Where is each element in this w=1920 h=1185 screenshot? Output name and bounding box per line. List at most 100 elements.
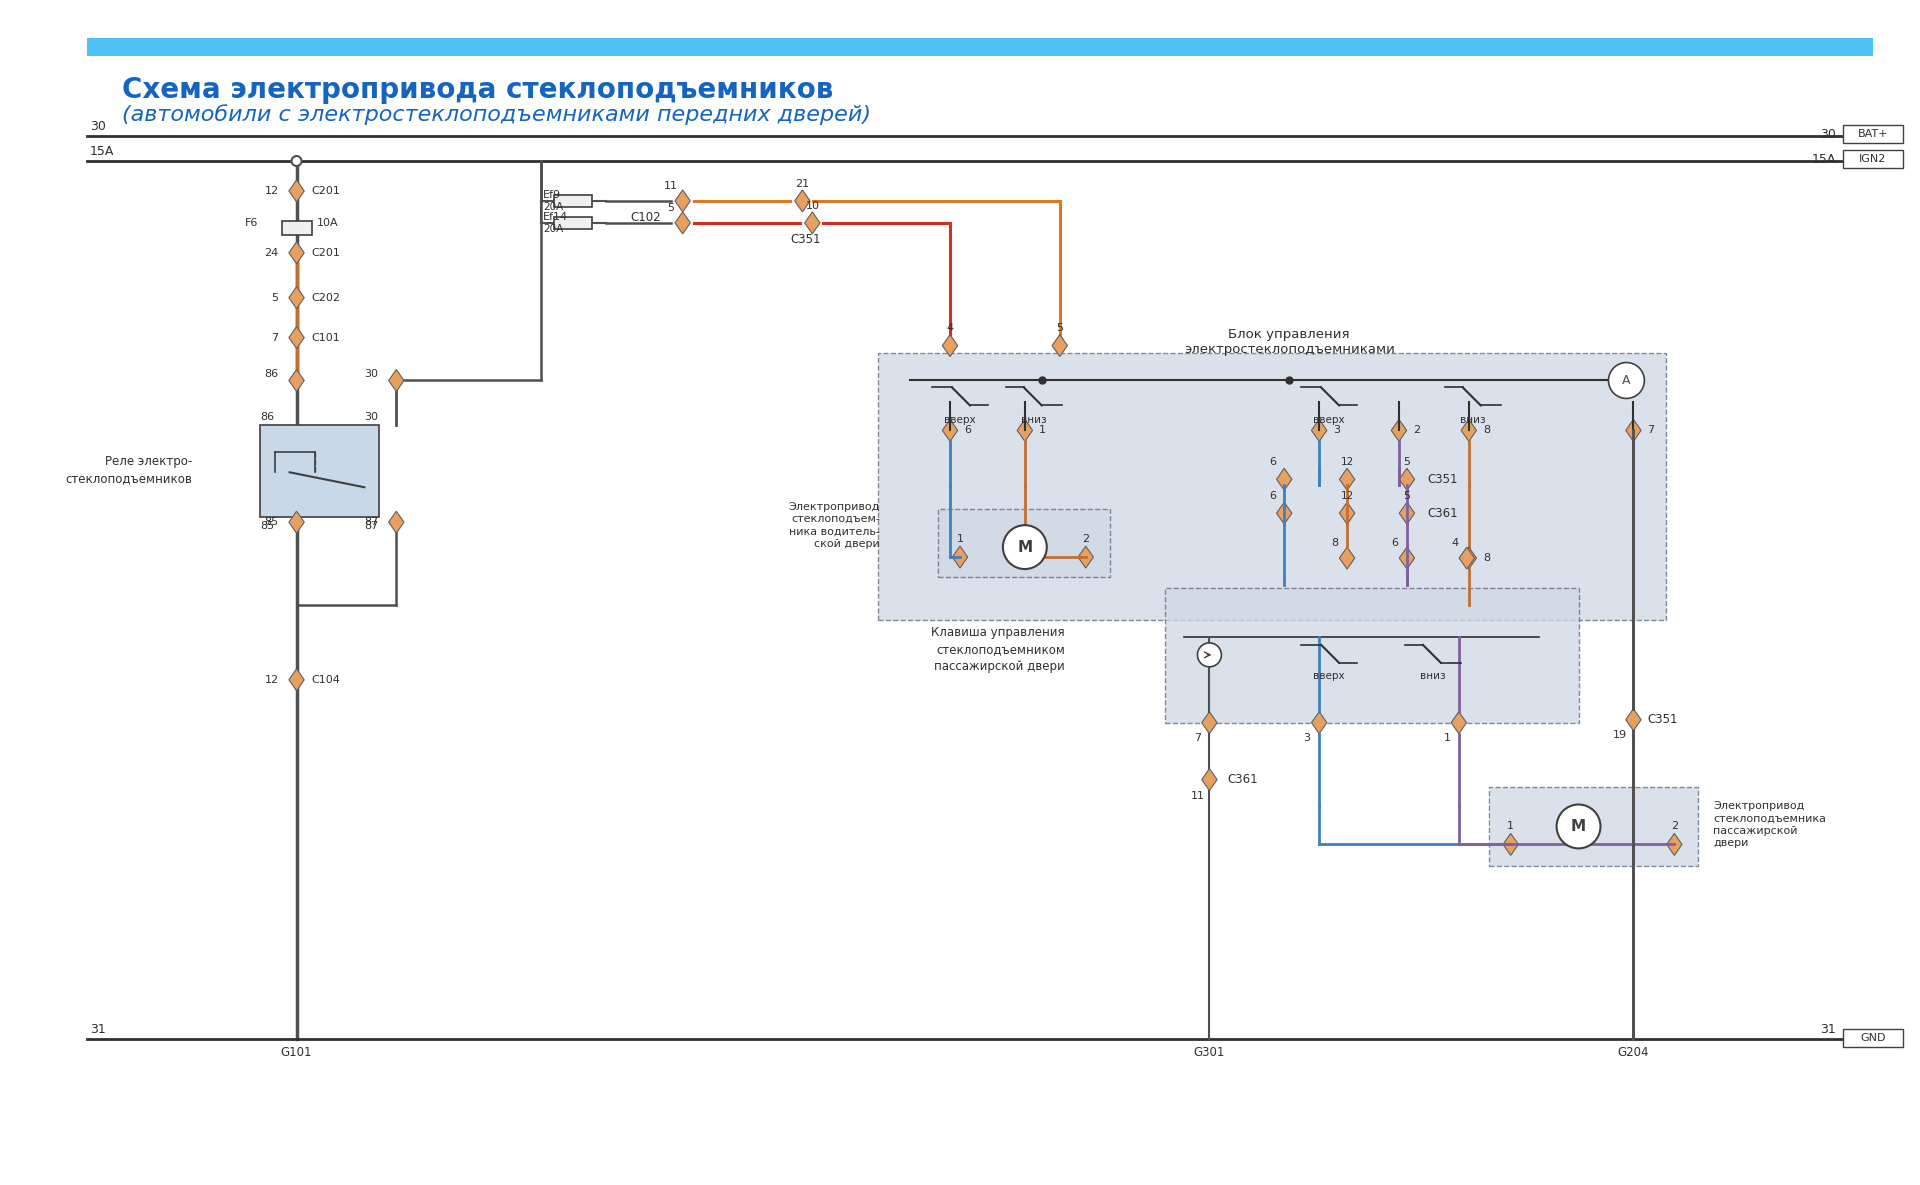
Text: 5: 5 [666,203,674,213]
Text: 6: 6 [964,425,972,435]
Polygon shape [1311,712,1327,734]
Text: 1: 1 [956,534,964,544]
Text: 31: 31 [90,1023,106,1036]
Polygon shape [288,287,303,308]
Text: C361: C361 [1427,507,1457,520]
Polygon shape [943,334,958,357]
Polygon shape [388,370,403,391]
Polygon shape [1018,419,1033,441]
Polygon shape [1626,709,1642,731]
Text: 15A: 15A [90,145,115,158]
Text: 5: 5 [1404,492,1411,501]
Text: 6: 6 [1269,492,1275,501]
Text: 7: 7 [271,333,278,342]
Polygon shape [1340,468,1356,491]
Polygon shape [1392,419,1407,441]
Text: 5: 5 [1056,322,1064,333]
Text: 15A: 15A [1812,153,1836,166]
Text: 86: 86 [261,412,275,422]
Text: 7: 7 [1194,732,1202,743]
Text: 30: 30 [365,412,378,422]
Text: Блок управления: Блок управления [1229,327,1350,340]
Text: 4: 4 [947,322,954,333]
Text: 12: 12 [265,186,278,196]
Polygon shape [288,242,303,264]
FancyBboxPatch shape [555,217,591,229]
Polygon shape [1202,712,1217,734]
Polygon shape [1202,769,1217,790]
Circle shape [1557,805,1601,848]
Polygon shape [1626,419,1642,441]
Text: 12: 12 [1340,457,1354,467]
Text: вниз: вниз [1021,416,1046,425]
Text: Схема электропривода стеклоподъемников: Схема электропривода стеклоподъемников [123,76,833,104]
FancyBboxPatch shape [555,196,591,207]
Text: 20A: 20A [543,201,563,212]
Text: G204: G204 [1619,1046,1649,1059]
Polygon shape [943,419,958,441]
Text: 7: 7 [1647,425,1655,435]
Text: C351: C351 [791,232,822,245]
Polygon shape [388,511,403,533]
Text: 12: 12 [265,674,278,685]
Text: 1: 1 [1039,425,1046,435]
Text: C351: C351 [1647,713,1678,726]
FancyBboxPatch shape [86,38,1872,56]
Polygon shape [288,180,303,201]
Text: G101: G101 [280,1046,313,1059]
Polygon shape [1400,502,1415,524]
Text: 31: 31 [1820,1023,1836,1036]
Polygon shape [1311,419,1327,441]
Text: C351: C351 [1427,473,1457,486]
Text: Электропривод
стеклоподъем-
ника водитель-
ской двери: Электропривод стеклоподъем- ника водител… [789,501,879,549]
FancyBboxPatch shape [1843,150,1903,168]
Polygon shape [288,370,303,391]
Text: G301: G301 [1194,1046,1225,1059]
Text: 11: 11 [1190,790,1204,801]
Text: электростеклоподъемниками: электростеклоподъемниками [1185,342,1394,356]
Text: 20A: 20A [543,224,563,233]
Text: A: A [1622,374,1630,387]
Text: 85: 85 [261,521,275,531]
Text: C104: C104 [311,674,340,685]
Polygon shape [1277,468,1292,491]
Text: вверх: вверх [1313,671,1344,681]
Text: 8: 8 [1482,425,1490,435]
Text: C101: C101 [311,333,340,342]
Circle shape [1609,363,1644,398]
FancyBboxPatch shape [877,353,1667,620]
Text: 10: 10 [804,201,820,211]
Text: M: M [1018,539,1033,555]
Text: вниз: вниз [1421,671,1446,681]
Circle shape [1198,643,1221,667]
Text: M: M [1571,819,1586,834]
Text: 3: 3 [1332,425,1340,435]
FancyBboxPatch shape [1843,1029,1903,1046]
Text: 85: 85 [265,517,278,527]
Circle shape [292,156,301,166]
Text: вверх: вверх [1313,416,1344,425]
Polygon shape [1461,547,1476,569]
Text: C202: C202 [311,293,340,302]
Text: 30: 30 [90,120,106,133]
Text: 5: 5 [1404,457,1411,467]
Polygon shape [1452,712,1467,734]
Text: 1: 1 [1507,821,1515,832]
FancyBboxPatch shape [1488,787,1699,866]
Text: 12: 12 [1340,492,1354,501]
FancyBboxPatch shape [939,510,1110,577]
Text: 10A: 10A [317,218,338,228]
Polygon shape [1052,334,1068,357]
Text: 6: 6 [1269,457,1275,467]
Text: 2: 2 [1083,534,1089,544]
Text: 30: 30 [1820,128,1836,141]
Text: 8: 8 [1332,538,1338,549]
Text: 24: 24 [265,248,278,258]
Circle shape [1002,525,1046,569]
FancyBboxPatch shape [1843,126,1903,143]
Text: (автомобили с электростеклоподъемниками передних дверей): (автомобили с электростеклоподъемниками … [123,104,872,124]
Text: Ef9: Ef9 [543,190,561,200]
Polygon shape [804,212,820,233]
Text: 19: 19 [1613,730,1626,739]
Text: Клавиша управления
стеклоподъемником
пассажирской двери: Клавиша управления стеклоподъемником пас… [931,627,1066,673]
